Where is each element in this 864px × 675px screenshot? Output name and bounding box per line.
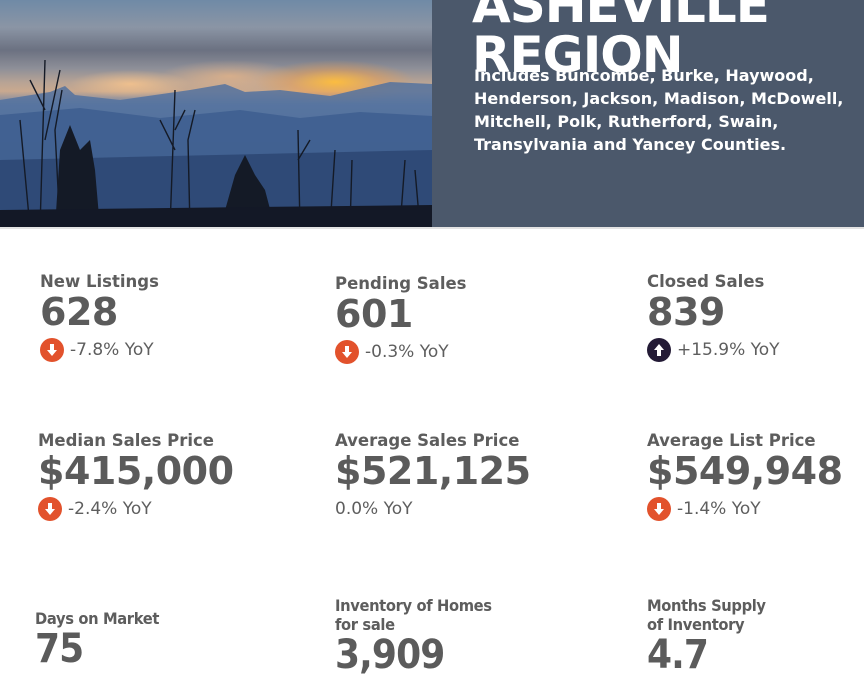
metric-pending-sales: Pending Sales 601 -0.3% YoY xyxy=(335,274,466,365)
metric-average-list-price: Average List Price $549,948 -1.4% YoY xyxy=(647,431,843,522)
metric-value: 628 xyxy=(40,290,118,334)
metric-label-line1: Months Supply xyxy=(647,596,766,615)
yoy-change: -0.3% YoY xyxy=(335,339,466,365)
metric-value: 601 xyxy=(335,292,413,336)
yoy-change: -7.8% YoY xyxy=(40,337,159,363)
metric-closed-sales: Closed Sales 839 +15.9% YoY xyxy=(647,272,780,363)
region-title-line2: REGION xyxy=(472,26,684,84)
yoy-text: +15.9% YoY xyxy=(677,340,780,360)
yoy-change: -1.4% YoY xyxy=(647,496,843,522)
metric-label: Days on Market xyxy=(35,609,160,628)
mountain-sunset-photo xyxy=(0,0,432,228)
metric-value: 839 xyxy=(647,290,725,334)
yoy-change: -2.4% YoY xyxy=(38,496,234,522)
counties-description: Includes Buncombe, Burke, Haywood, Hende… xyxy=(474,66,844,154)
metric-new-listings: New Listings 628 -7.8% YoY xyxy=(40,272,159,363)
metric-value: $549,948 xyxy=(647,449,843,493)
yoy-text: -7.8% YoY xyxy=(70,340,154,360)
metric-median-sales-price: Median Sales Price $415,000 -2.4% YoY xyxy=(38,431,234,522)
region-title-panel: ASHEVILLE REGION Includes Buncombe, Burk… xyxy=(432,0,864,228)
yoy-text: -2.4% YoY xyxy=(68,499,152,519)
yoy-change: +15.9% YoY xyxy=(647,337,780,363)
metric-label: Median Sales Price xyxy=(38,431,214,450)
metric-label: Average List Price xyxy=(647,431,816,450)
metric-value: $521,125 xyxy=(335,449,531,493)
down-arrow-icon xyxy=(40,338,64,362)
metric-value: $415,000 xyxy=(38,449,234,493)
region-title-line1: ASHEVILLE xyxy=(472,0,770,34)
metric-label: Pending Sales xyxy=(335,274,467,293)
yoy-text: -0.3% YoY xyxy=(365,342,449,362)
metric-value: 75 xyxy=(35,626,84,672)
metric-label-line1: Inventory of Homes xyxy=(335,596,492,615)
yoy-text: 0.0% YoY xyxy=(335,499,413,519)
hero-header: ASHEVILLE REGION Includes Buncombe, Burk… xyxy=(0,0,864,228)
metric-label: Closed Sales xyxy=(647,272,765,291)
yoy-change: 0.0% YoY xyxy=(335,496,531,522)
region-title: ASHEVILLE REGION xyxy=(472,0,770,84)
metric-inventory-of-homes: Inventory of Homes for sale 3,909 xyxy=(335,596,505,675)
metric-average-sales-price: Average Sales Price $521,125 0.0% YoY xyxy=(335,431,531,522)
metric-label-line2: of Inventory xyxy=(647,615,745,634)
divider xyxy=(0,227,864,229)
metric-label: New Listings xyxy=(40,272,159,291)
metric-label-line2: for sale xyxy=(335,615,395,634)
yoy-text: -1.4% YoY xyxy=(677,499,761,519)
metric-value: 4.7 xyxy=(647,632,709,675)
mountain-silhouette-graphic xyxy=(0,59,432,228)
metric-value: 3,909 xyxy=(335,632,445,675)
down-arrow-icon xyxy=(335,340,359,364)
metric-label: Average Sales Price xyxy=(335,431,520,450)
metric-days-on-market: Days on Market 75 xyxy=(35,609,170,670)
down-arrow-icon xyxy=(647,497,671,521)
up-arrow-icon xyxy=(647,338,671,362)
down-arrow-icon xyxy=(38,497,62,521)
metric-months-supply: Months Supply of Inventory 4.7 xyxy=(647,596,776,675)
